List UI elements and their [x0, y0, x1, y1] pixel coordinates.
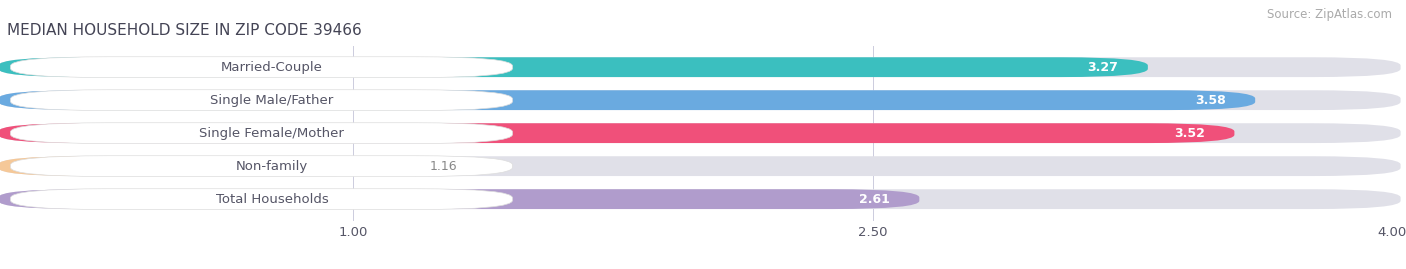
Text: 3.58: 3.58: [1195, 94, 1226, 107]
FancyBboxPatch shape: [0, 189, 1400, 209]
FancyBboxPatch shape: [0, 90, 1256, 110]
Text: 1.16: 1.16: [429, 160, 457, 173]
FancyBboxPatch shape: [0, 123, 1400, 143]
FancyBboxPatch shape: [0, 189, 920, 209]
Text: MEDIAN HOUSEHOLD SIZE IN ZIP CODE 39466: MEDIAN HOUSEHOLD SIZE IN ZIP CODE 39466: [7, 23, 361, 38]
FancyBboxPatch shape: [0, 156, 418, 176]
FancyBboxPatch shape: [0, 57, 1400, 77]
FancyBboxPatch shape: [10, 123, 513, 144]
Text: Non-family: Non-family: [236, 160, 308, 173]
Text: 3.52: 3.52: [1174, 127, 1205, 140]
Text: Source: ZipAtlas.com: Source: ZipAtlas.com: [1267, 8, 1392, 21]
Text: Married-Couple: Married-Couple: [221, 61, 323, 74]
Text: Total Households: Total Households: [215, 193, 328, 206]
FancyBboxPatch shape: [0, 156, 1400, 176]
FancyBboxPatch shape: [10, 57, 513, 78]
Text: Single Male/Father: Single Male/Father: [211, 94, 333, 107]
FancyBboxPatch shape: [0, 90, 1400, 110]
FancyBboxPatch shape: [0, 123, 1234, 143]
FancyBboxPatch shape: [10, 189, 513, 210]
FancyBboxPatch shape: [10, 90, 513, 111]
FancyBboxPatch shape: [10, 156, 513, 176]
Text: Single Female/Mother: Single Female/Mother: [200, 127, 344, 140]
Text: 2.61: 2.61: [859, 193, 890, 206]
Text: 3.27: 3.27: [1088, 61, 1118, 74]
FancyBboxPatch shape: [0, 57, 1147, 77]
